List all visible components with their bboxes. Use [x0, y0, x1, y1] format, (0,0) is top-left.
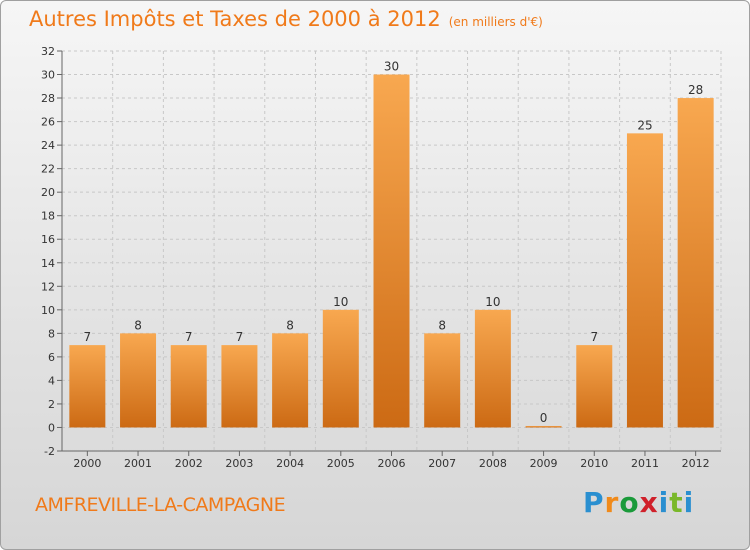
data-label-2012: 28 [688, 83, 703, 97]
y-tick-label: 26 [41, 116, 55, 129]
bar-2002 [170, 345, 207, 428]
y-tick-label: 4 [48, 374, 55, 387]
chart-title: Autres Impôts et Taxes de 2000 à 2012 (en… [29, 7, 543, 31]
bar-2009 [525, 425, 562, 428]
bar-2006 [373, 74, 410, 428]
proxiti-logo[interactable]: Proxiti [583, 486, 695, 519]
bar-2004 [272, 333, 309, 428]
bar-2007 [424, 333, 461, 428]
y-tick-label: 8 [48, 327, 55, 340]
y-tick-label: 2 [48, 398, 55, 411]
data-label-2003: 7 [236, 330, 244, 344]
y-tick-label: 20 [41, 186, 55, 199]
x-tick-label-2012: 2012 [682, 457, 710, 470]
y-tick-label: 28 [41, 92, 55, 105]
bar-2010 [576, 345, 613, 428]
y-tick-label: 6 [48, 351, 55, 364]
bar-2001 [120, 333, 157, 428]
data-label-2007: 8 [438, 318, 446, 332]
y-tick-label: 24 [41, 139, 55, 152]
x-tick-label-2002: 2002 [175, 457, 203, 470]
y-tick-label: 18 [41, 210, 55, 223]
data-label-2009: 0 [540, 411, 548, 425]
bar-2008 [474, 309, 511, 428]
x-tick-label-2004: 2004 [276, 457, 304, 470]
x-tick-label-2006: 2006 [378, 457, 406, 470]
axes [57, 50, 721, 456]
x-tick-label-2007: 2007 [428, 457, 456, 470]
x-tick-label-2000: 2000 [73, 457, 101, 470]
data-label-2010: 7 [590, 330, 598, 344]
x-tick-label-2003: 2003 [225, 457, 253, 470]
bars [69, 74, 714, 428]
y-tick-label: 16 [41, 233, 55, 246]
y-tick-label: 14 [41, 257, 55, 270]
bar-2011 [626, 133, 663, 428]
commune-name: AMFREVILLE-LA-CAMPAGNE [35, 494, 286, 516]
y-tick-label: 10 [41, 304, 55, 317]
y-tick-label: 0 [48, 421, 55, 434]
y-tick-label: 22 [41, 163, 55, 176]
x-tick-label-2011: 2011 [631, 457, 659, 470]
data-label-2005: 10 [333, 295, 348, 309]
labels: -202468101214161820222426283032720008200… [41, 45, 710, 470]
y-tick-label: 12 [41, 280, 55, 293]
y-tick-label: -2 [44, 445, 55, 458]
data-label-2004: 8 [286, 318, 294, 332]
data-label-2008: 10 [485, 295, 500, 309]
data-label-2000: 7 [84, 330, 92, 344]
title-text: Autres Impôts et Taxes de 2000 à 2012 [29, 7, 441, 31]
bar-2003 [221, 345, 258, 428]
y-tick-label: 30 [41, 69, 55, 82]
x-tick-label-2009: 2009 [530, 457, 558, 470]
data-label-2001: 8 [134, 318, 142, 332]
data-label-2006: 30 [384, 60, 399, 74]
bar-2005 [322, 309, 359, 428]
data-label-2002: 7 [185, 330, 193, 344]
x-tick-label-2001: 2001 [124, 457, 152, 470]
y-tick-label: 32 [41, 45, 55, 58]
chart-subtitle: (en milliers d'€) [448, 15, 543, 29]
x-tick-label-2005: 2005 [327, 457, 355, 470]
x-tick-label-2010: 2010 [580, 457, 608, 470]
x-tick-label-2008: 2008 [479, 457, 507, 470]
bar-2000 [69, 345, 106, 428]
data-label-2011: 25 [637, 118, 652, 132]
bar-2012 [677, 98, 714, 428]
